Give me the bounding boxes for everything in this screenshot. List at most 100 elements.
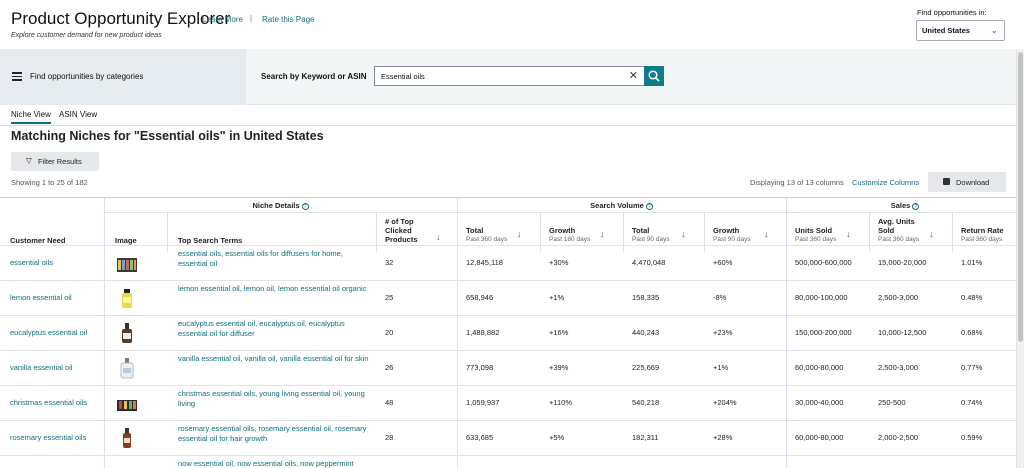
- row-divider: [0, 455, 1024, 456]
- table-row[interactable]: rosemary essential oils rosemary essentia…: [0, 421, 1024, 456]
- units-sold-value: 60,000-80,000: [795, 433, 844, 442]
- search-label: Search by Keyword or ASIN: [261, 72, 367, 81]
- tab-asin-view[interactable]: ASIN View: [59, 110, 98, 119]
- col-avg-units[interactable]: Avg. Units Sold: [878, 217, 915, 235]
- sort-arrow-icon[interactable]: ↓: [929, 229, 934, 239]
- tab-niche-view[interactable]: Niche View: [11, 110, 51, 124]
- group-sales: Sales?: [786, 201, 1024, 210]
- customize-columns-link[interactable]: Customize Columns: [852, 178, 920, 187]
- col-total-90-sub: Past 90 days: [632, 236, 670, 243]
- units-sold-value: 80,000-100,000: [795, 293, 848, 302]
- search-terms-link[interactable]: now essential oil, now essential oils, n…: [178, 459, 354, 468]
- table-row[interactable]: eucalyptus essential oil eucalyptus essen…: [0, 316, 1024, 351]
- col-units-sold[interactable]: Units Sold: [795, 226, 833, 235]
- top-clicked-value: 20: [385, 328, 394, 337]
- scrollbar[interactable]: [1016, 50, 1024, 468]
- return-rate-value: 0.74%: [961, 398, 983, 407]
- search-total-90: 158,335: [632, 293, 660, 302]
- units-sold-value: 60,000-80,000: [795, 363, 844, 372]
- group-search-volume: Search Volume?: [457, 201, 786, 210]
- col-total-90[interactable]: Total: [632, 226, 650, 235]
- search-terms-link[interactable]: eucalyptus essential oil, eucalyptus oil…: [178, 319, 345, 338]
- search-total-360: 1,488,882: [466, 328, 500, 337]
- product-image: [116, 462, 138, 468]
- row-divider: [0, 315, 1024, 316]
- col-customer-need[interactable]: Customer Need: [10, 236, 66, 245]
- search-terms-link[interactable]: vanilla essential oil, vanilla oil, vani…: [178, 354, 369, 363]
- col-avg-units-sub: Past 360 days: [878, 236, 920, 243]
- customer-need-link[interactable]: eucalyptus essential oil: [10, 328, 88, 337]
- sort-arrow-icon[interactable]: ↓: [846, 229, 851, 239]
- scrollbar-thumb[interactable]: [1018, 52, 1023, 342]
- sort-arrow-icon[interactable]: ↓: [681, 229, 686, 239]
- search-total-90: 540,218: [632, 398, 660, 407]
- col-image: Image: [115, 236, 137, 245]
- row-divider: [0, 350, 1024, 351]
- download-button[interactable]: Download: [928, 172, 1006, 192]
- table-row[interactable]: vanilla essential oil vanilla essential o…: [0, 351, 1024, 386]
- info-icon[interactable]: ?: [645, 202, 653, 210]
- search-growth-90: +204%: [713, 398, 737, 407]
- info-icon[interactable]: ?: [912, 202, 920, 210]
- rate-page-link[interactable]: Rate this Page: [262, 15, 315, 24]
- return-rate-value: 0.59%: [961, 433, 983, 442]
- col-total-360[interactable]: Total: [466, 226, 484, 235]
- customer-need-link[interactable]: vanilla essential oil: [10, 363, 73, 372]
- customer-need-link[interactable]: lemon essential oil: [10, 293, 72, 302]
- search-terms-link[interactable]: lemon essential oil, lemon oil, lemon es…: [178, 284, 367, 293]
- app-title: Product Opportunity Explorer: [11, 9, 231, 28]
- product-image: [116, 252, 138, 274]
- showing-count: Showing 1 to 25 of 182: [11, 178, 88, 187]
- col-return-rate[interactable]: Return Rate: [961, 226, 1004, 235]
- top-clicked-value: 28: [385, 433, 394, 442]
- table-row[interactable]: lemon essential oil lemon essential oil, …: [0, 281, 1024, 316]
- table-row[interactable]: essential oils essential oils, essential …: [0, 246, 1024, 281]
- avg-units-value: 2,500-3,000: [878, 363, 919, 372]
- group-search-volume-label: Search Volume: [590, 201, 644, 210]
- search-terms-link[interactable]: rosemary essential oils, rosemary essent…: [178, 424, 367, 443]
- col-total-360-sub: Past 360 days: [466, 236, 508, 243]
- group-sales-label: Sales: [890, 201, 911, 210]
- info-icon[interactable]: ?: [301, 202, 309, 210]
- table-row[interactable]: now essential oil, now essential oils, n…: [0, 456, 1024, 468]
- sort-arrow-icon[interactable]: ↓: [436, 232, 441, 242]
- avg-units-value: 2,000-2,500: [878, 433, 919, 442]
- country-label: Find opportunities in:: [917, 8, 987, 17]
- close-icon[interactable]: ✕: [628, 70, 638, 82]
- search-growth-180: +5%: [549, 433, 565, 442]
- units-sold-value: 150,000-200,000: [795, 328, 852, 337]
- search-value: Essential oils: [381, 72, 425, 81]
- col-top-search-terms[interactable]: Top Search Terms: [178, 236, 243, 245]
- search-terms-link[interactable]: essential oils, essential oils for diffu…: [178, 249, 343, 268]
- col-growth-180[interactable]: Growth: [549, 226, 576, 235]
- search-growth-90: +23%: [713, 328, 733, 337]
- search-growth-90: +60%: [713, 258, 733, 267]
- search-growth-90: -8%: [713, 293, 727, 302]
- sort-arrow-icon[interactable]: ↓: [764, 229, 769, 239]
- product-image: [116, 357, 138, 379]
- row-divider: [0, 280, 1024, 281]
- top-clicked-value: 32: [385, 258, 394, 267]
- page-title: Matching Niches for "Essential oils" in …: [11, 129, 324, 143]
- app-header: Product Opportunity Explorer Learn More …: [0, 0, 1024, 50]
- filter-results-button[interactable]: ▽ Filter Results: [11, 152, 99, 171]
- avg-units-value: 250-500: [878, 398, 906, 407]
- search-input[interactable]: Essential oils ✕: [374, 66, 644, 86]
- sort-arrow-icon[interactable]: ↓: [517, 229, 522, 239]
- search-total-360: 773,098: [466, 363, 494, 372]
- col-top-clicked[interactable]: # of Top Clicked Products: [385, 217, 418, 244]
- categories-button[interactable]: Find opportunities by categories: [0, 49, 246, 105]
- search-button[interactable]: [644, 66, 664, 86]
- displaying-columns: Displaying 13 of 13 columns: [750, 178, 844, 187]
- sort-arrow-icon[interactable]: ↓: [600, 229, 605, 239]
- col-growth-90[interactable]: Growth: [713, 226, 740, 235]
- learn-more-link[interactable]: Learn More: [202, 15, 243, 24]
- country-select[interactable]: United States ⌄: [916, 20, 1005, 41]
- col-units-sold-sub: Past 360 days: [795, 236, 837, 243]
- customer-need-link[interactable]: essential oils: [10, 258, 53, 267]
- search-terms-link[interactable]: christmas essential oils, young living e…: [178, 389, 365, 408]
- customer-need-link[interactable]: christmas essential oils: [10, 398, 88, 407]
- table-row[interactable]: christmas essential oils christmas essent…: [0, 386, 1024, 421]
- customer-need-link[interactable]: rosemary essential oils: [10, 433, 87, 442]
- col-growth-90-sub: Past 90 days: [713, 236, 751, 243]
